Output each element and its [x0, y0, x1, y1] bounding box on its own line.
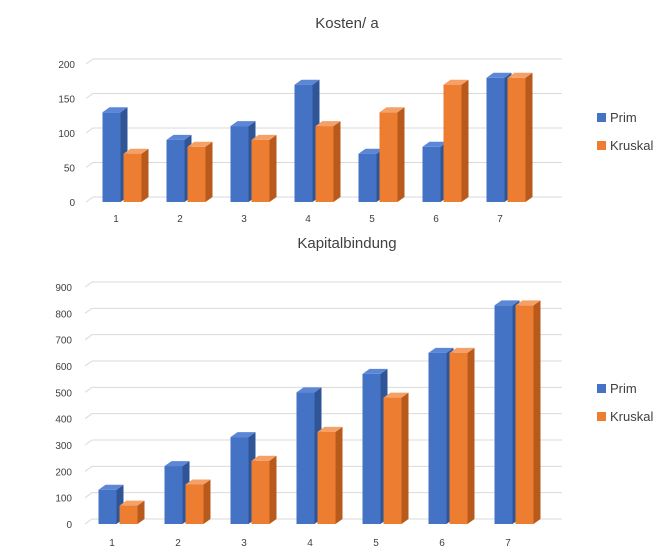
bar-kruskal-2	[187, 141, 213, 202]
bar-kruskal-3	[251, 134, 277, 202]
legend-swatch	[597, 384, 606, 393]
y-tick-label: 100	[55, 494, 72, 505]
x-tick-label: 5	[369, 214, 375, 225]
x-tick-label: 4	[305, 214, 311, 225]
bar-kruskal-7	[515, 300, 541, 524]
bar-kruskal-1	[123, 148, 149, 202]
gridline	[84, 281, 562, 288]
y-tick-label: 200	[55, 467, 72, 478]
bar-kruskal-6	[443, 79, 469, 202]
bar-kruskal-3	[251, 455, 277, 524]
chart-kapitalbindung: Kapitalbindung 0 100 200 300 400 500 600 700 800…	[55, 235, 653, 549]
x-tick-label: 4	[307, 538, 313, 549]
gridline	[85, 93, 562, 99]
chart-title: Kosten/ a	[315, 15, 379, 32]
bar-prim-2	[166, 134, 192, 202]
bar-kruskal-1	[119, 500, 145, 524]
gridline	[84, 307, 562, 314]
x-tick-label: 2	[175, 538, 181, 549]
x-tick-label: 2	[177, 214, 183, 225]
legend-label: Kruskal	[610, 138, 653, 153]
legend-swatch	[597, 412, 606, 421]
gridline	[84, 386, 562, 393]
y-tick-label: 0	[66, 520, 72, 531]
bar-kruskal-4	[317, 426, 343, 524]
x-tick-label: 1	[109, 538, 115, 549]
y-tick-label: 300	[55, 441, 72, 452]
y-tick-label: 0	[69, 198, 75, 209]
x-tick-label: 5	[373, 538, 379, 549]
bar-kruskal-6	[449, 347, 475, 524]
y-tick-label: 800	[55, 309, 72, 320]
gridline	[84, 334, 562, 341]
y-tick-label: 400	[55, 415, 72, 426]
x-tick-label: 6	[433, 214, 439, 225]
legend-label: Prim	[610, 110, 637, 125]
bar-kruskal-5	[383, 392, 409, 524]
gridline	[84, 413, 562, 420]
x-tick-label: 6	[439, 538, 445, 549]
y-tick-label: 150	[58, 95, 75, 106]
y-tick-label: 600	[55, 362, 72, 373]
x-tick-label: 3	[241, 214, 247, 225]
chart-title: Kapitalbindung	[297, 235, 396, 252]
legend-label: Prim	[610, 381, 637, 396]
bar-kruskal-5	[379, 107, 405, 202]
y-tick-label: 200	[58, 60, 75, 71]
gridline	[85, 58, 562, 65]
legend-swatch	[597, 113, 606, 122]
y-tick-label: 50	[64, 164, 76, 175]
legend-swatch	[597, 141, 606, 150]
bar-kruskal-4	[315, 121, 341, 202]
legend-label: Kruskal	[610, 409, 653, 424]
gridline	[85, 196, 562, 203]
x-tick-label: 3	[241, 538, 247, 549]
gridline	[85, 127, 562, 134]
gridline	[84, 360, 562, 367]
bar-kruskal-2	[185, 479, 211, 524]
y-tick-label: 900	[55, 283, 72, 294]
y-tick-label: 100	[58, 129, 75, 140]
y-tick-label: 500	[55, 388, 72, 399]
bar-kruskal-7	[507, 72, 533, 202]
x-tick-label: 7	[497, 214, 503, 225]
chart-kosten: Kosten/ a 0 50 100 150 200 1 2 3 4 5 6 7 Prim Kruska…	[58, 15, 653, 225]
x-tick-label: 1	[113, 214, 119, 225]
y-tick-label: 700	[55, 336, 72, 347]
x-tick-label: 7	[505, 538, 511, 549]
gridline	[85, 162, 562, 168]
